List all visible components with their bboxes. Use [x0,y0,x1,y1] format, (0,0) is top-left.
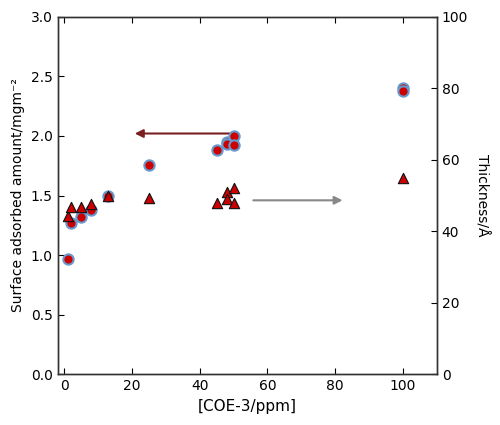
Point [77,204,85,211]
Point [64,212,72,219]
Point [67,220,75,227]
Point [77,214,85,221]
Point [223,141,231,147]
Point [230,199,237,206]
Point [88,207,96,213]
Point [230,133,237,139]
Point [67,204,75,211]
Point [64,255,72,262]
Point [399,174,407,181]
Point [399,87,407,94]
Point [223,196,231,203]
Point [399,85,407,91]
Y-axis label: Thickness/Å: Thickness/Å [474,154,489,237]
Point [212,147,220,153]
Point [145,161,153,168]
Point [104,192,112,199]
Point [223,189,231,196]
Y-axis label: Surface adsorbed amount/mgm⁻²: Surface adsorbed amount/mgm⁻² [11,79,25,312]
Point [88,201,96,207]
X-axis label: [COE-3/ppm]: [COE-3/ppm] [198,399,296,414]
Point [104,192,112,199]
Point [223,139,231,145]
Point [230,185,237,192]
Point [230,142,237,149]
Point [212,199,220,206]
Point [145,195,153,201]
